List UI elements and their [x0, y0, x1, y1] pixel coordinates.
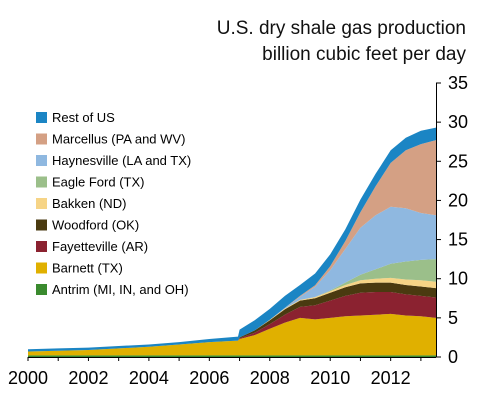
legend-label: Eagle Ford (TX): [52, 175, 144, 190]
legend-label: Marcellus (PA and WV): [52, 132, 185, 147]
chart-subtitle: billion cubic feet per day: [262, 44, 466, 65]
chart-title: U.S. dry shale gas production: [216, 18, 466, 39]
legend-swatch: [36, 198, 47, 209]
x-tick-label: 2008: [250, 368, 290, 388]
legend-swatch: [36, 219, 47, 231]
legend-swatch: [36, 262, 47, 274]
x-tick-label: 2004: [129, 368, 169, 388]
x-tick-label: 2000: [8, 368, 48, 388]
legend-label: Haynesville (LA and TX): [52, 153, 191, 168]
legend-swatch: [36, 284, 47, 295]
legend-swatch: [36, 176, 47, 188]
series-area-rest-of-us: [28, 127, 436, 352]
legend-swatch: [36, 241, 47, 252]
legend-swatch: [36, 155, 47, 166]
legend-label: Antrim (MI, IN, and OH): [52, 282, 189, 297]
legend-label: Fayetteville (AR): [52, 239, 148, 254]
y-tick-label: 0: [448, 347, 458, 367]
series-area-woodford-ok: [28, 282, 436, 352]
y-tick-label: 5: [448, 308, 458, 328]
x-tick-label: 2010: [310, 368, 350, 388]
legend-swatch: [36, 112, 47, 123]
legend-label: Rest of US: [52, 110, 115, 125]
y-tick-label: 35: [448, 73, 468, 93]
series-area-marcellus-pa-and-wv: [28, 140, 436, 352]
series-area-antrim-mi-in-and-oh: [28, 355, 436, 357]
legend-label: Barnett (TX): [52, 261, 123, 276]
legend-label: Woodford (OK): [52, 218, 139, 233]
x-tick-label: 2006: [189, 368, 229, 388]
y-tick-label: 15: [448, 230, 468, 250]
x-tick-label: 2012: [371, 368, 411, 388]
series-area-fayetteville-ar: [28, 292, 436, 352]
y-tick-label: 20: [448, 190, 468, 210]
y-tick-label: 10: [448, 269, 468, 289]
legend-swatch: [36, 133, 47, 145]
x-tick-label: 2002: [68, 368, 108, 388]
y-tick-label: 30: [448, 112, 468, 132]
series-area-eagle-ford-tx: [28, 259, 436, 352]
series-area-barnett-tx: [28, 313, 436, 356]
y-tick-label: 25: [448, 151, 468, 171]
legend-label: Bakken (ND): [52, 196, 126, 211]
series-area-haynesville-la-and-tx: [28, 206, 436, 352]
